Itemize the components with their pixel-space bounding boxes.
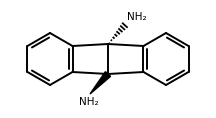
- Text: NH₂: NH₂: [127, 12, 147, 22]
- Polygon shape: [90, 72, 111, 94]
- Text: NH₂: NH₂: [79, 97, 99, 107]
